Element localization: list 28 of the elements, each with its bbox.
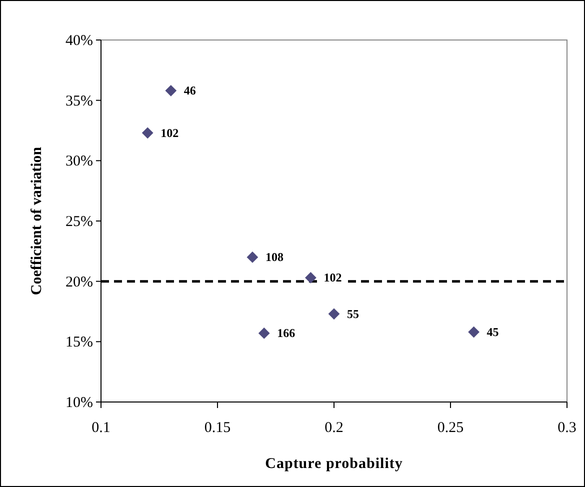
y-tick-label: 30% bbox=[66, 154, 93, 170]
point bbox=[258, 328, 270, 339]
annotation: 166 bbox=[277, 326, 296, 340]
annotation: 108 bbox=[265, 250, 284, 264]
y-tick-label: 10% bbox=[66, 395, 93, 411]
y-tick-label: 35% bbox=[66, 93, 93, 110]
x-tick-label: 0.2 bbox=[324, 420, 344, 436]
y-tick-label: 25% bbox=[66, 214, 93, 230]
annotation: 102 bbox=[160, 126, 179, 140]
y-tick-label: 15% bbox=[66, 334, 93, 351]
point bbox=[468, 326, 480, 338]
annotation: 102 bbox=[324, 270, 342, 285]
x-tick-label: 0.25 bbox=[437, 420, 464, 436]
annotation: 45 bbox=[486, 325, 499, 340]
x-tick-label: 0.3 bbox=[558, 420, 576, 436]
point bbox=[328, 308, 340, 320]
y-tick-label: 40% bbox=[66, 33, 93, 49]
point bbox=[305, 272, 316, 284]
annotation: 46 bbox=[184, 84, 196, 98]
y-axis-title: Coefficient of variation bbox=[29, 146, 45, 296]
x-axis-title: Capture probability bbox=[265, 456, 403, 472]
x-tick-label: 0.15 bbox=[204, 420, 231, 436]
point bbox=[165, 84, 177, 96]
point bbox=[142, 127, 154, 139]
point bbox=[246, 252, 258, 263]
y-tick-label: 20% bbox=[66, 274, 93, 290]
x-tick-label: 0.1 bbox=[92, 420, 110, 436]
annotation: 55 bbox=[347, 306, 359, 321]
